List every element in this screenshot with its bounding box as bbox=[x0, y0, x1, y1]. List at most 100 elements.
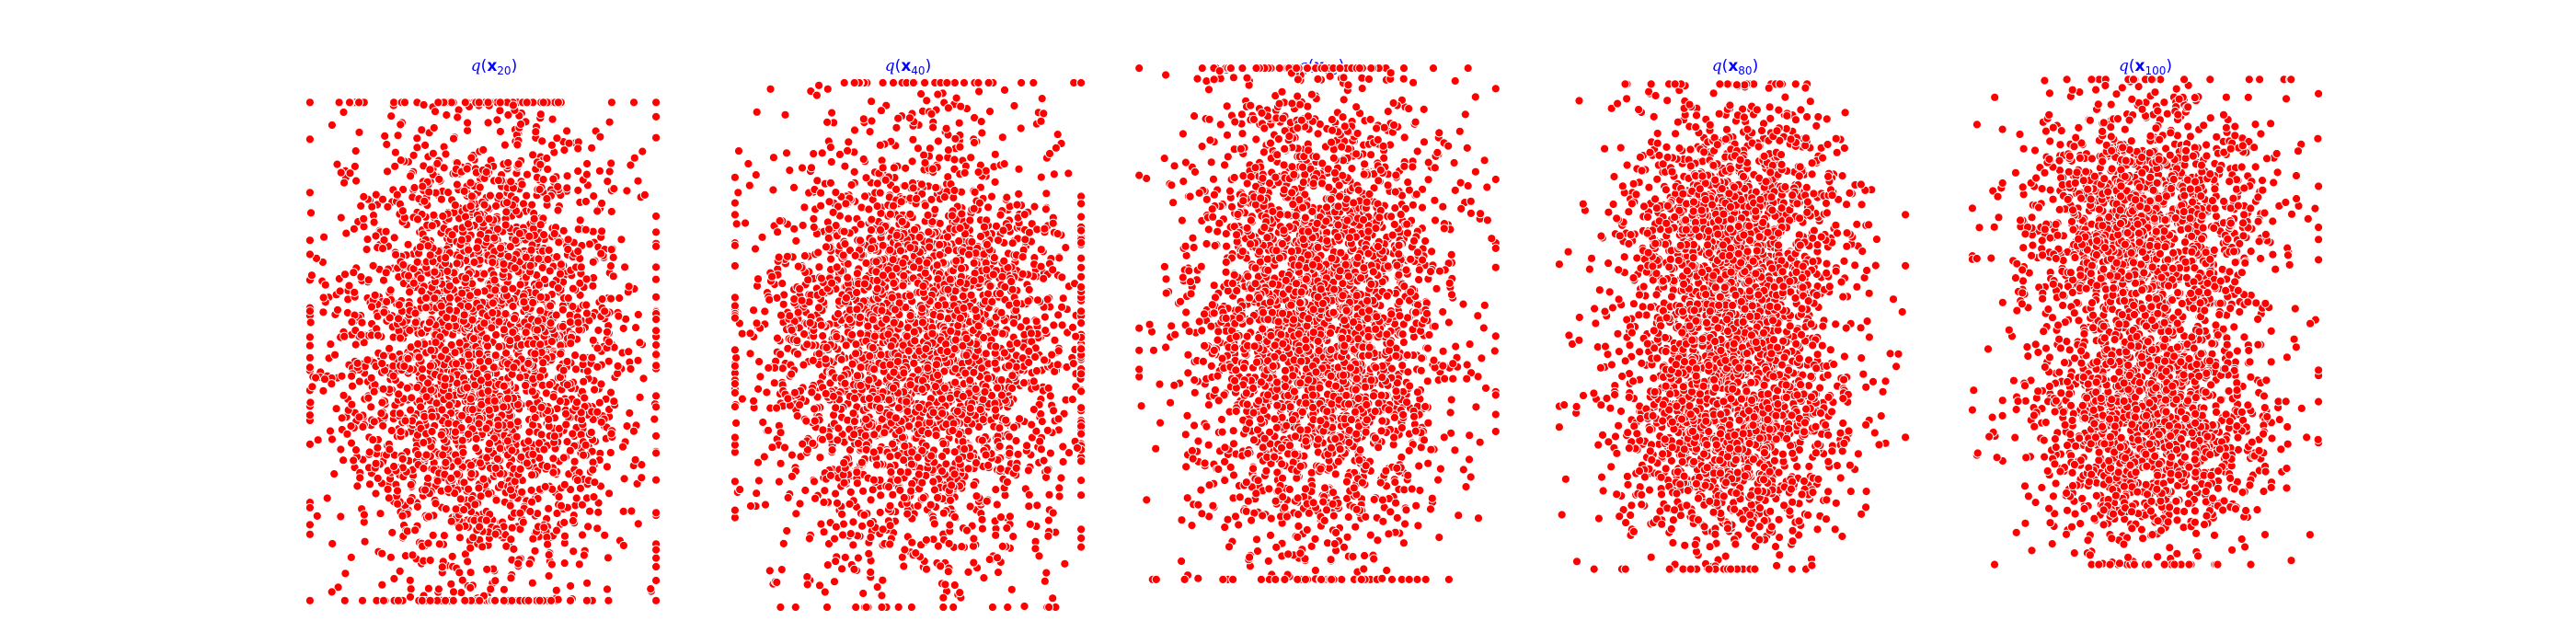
scatter-point bbox=[396, 120, 406, 130]
scatter-point bbox=[392, 486, 403, 496]
scatter-point bbox=[396, 427, 406, 437]
scatter-point bbox=[339, 270, 351, 280]
scatter-point bbox=[419, 99, 429, 110]
scatter-point bbox=[622, 186, 632, 196]
scatter-point bbox=[1032, 500, 1042, 511]
scatter-point bbox=[651, 561, 661, 572]
scatter-point bbox=[544, 550, 554, 560]
scatter-point bbox=[307, 382, 317, 392]
scatter-point bbox=[500, 284, 510, 294]
scatter-point bbox=[412, 383, 422, 393]
scatter-point bbox=[366, 402, 376, 412]
scatter-point bbox=[822, 602, 833, 613]
scatter-point bbox=[444, 281, 454, 291]
scatter-point bbox=[829, 577, 840, 587]
scatter-point bbox=[305, 188, 315, 198]
scatter-point bbox=[581, 274, 592, 284]
scatter-point bbox=[651, 211, 661, 222]
scatter-point bbox=[602, 462, 613, 472]
scatter-point bbox=[397, 511, 408, 521]
scatter-point bbox=[456, 235, 466, 245]
scatter-point bbox=[562, 380, 572, 390]
scatter-point bbox=[454, 338, 465, 348]
scatter-point bbox=[345, 168, 355, 178]
scatter-panel-1: q(x20) bbox=[305, 57, 661, 605]
scatter-point bbox=[542, 193, 552, 204]
scatter-point bbox=[930, 204, 940, 214]
scatter-point bbox=[933, 136, 944, 146]
scatter-point bbox=[837, 509, 847, 520]
scatter-point bbox=[651, 361, 661, 371]
scatter-point bbox=[817, 148, 827, 158]
scatter-point bbox=[1076, 271, 1087, 282]
scatter-point bbox=[570, 364, 581, 374]
scatter-point bbox=[507, 445, 517, 455]
scatter-point bbox=[877, 602, 887, 613]
scatter-point bbox=[492, 224, 503, 235]
scatter-point bbox=[454, 568, 465, 578]
scatter-point bbox=[340, 569, 351, 579]
scatter-point bbox=[313, 435, 323, 445]
scatter-point bbox=[606, 158, 616, 168]
scatter-point bbox=[359, 222, 369, 232]
scatter-point bbox=[579, 376, 589, 386]
scatter-point bbox=[414, 352, 424, 362]
scatter-point bbox=[861, 173, 871, 183]
scatter-point bbox=[329, 468, 339, 479]
scatter-point bbox=[454, 523, 465, 533]
scatter-point bbox=[350, 161, 360, 171]
scatter-point bbox=[424, 317, 434, 328]
scatter-point bbox=[613, 361, 623, 371]
scatter-point bbox=[651, 402, 661, 412]
scatter-point bbox=[512, 431, 522, 442]
scatter-point bbox=[627, 506, 637, 516]
scatter-point bbox=[849, 125, 860, 135]
scatter-point bbox=[597, 294, 607, 305]
scatter-point bbox=[406, 479, 416, 490]
scatter-point bbox=[305, 208, 316, 218]
scatter-point bbox=[651, 545, 661, 555]
scatter-point bbox=[385, 343, 395, 353]
panel-1-title: q(x20) bbox=[471, 57, 517, 77]
scatter-point bbox=[546, 337, 558, 347]
scatter-point bbox=[1050, 335, 1060, 345]
scatter-point bbox=[977, 514, 987, 524]
scatter-point bbox=[582, 578, 592, 588]
scatter-point bbox=[1056, 473, 1066, 483]
scatter-point bbox=[571, 493, 581, 503]
scatter-point bbox=[395, 408, 405, 419]
scatter-point bbox=[526, 245, 536, 255]
scatter-point bbox=[587, 352, 597, 362]
scatter-point bbox=[454, 533, 465, 543]
scatter-point bbox=[416, 402, 426, 412]
scatter-point bbox=[844, 213, 854, 224]
scatter-point bbox=[1005, 448, 1015, 458]
scatter-point bbox=[528, 449, 538, 459]
scatter-point bbox=[380, 131, 390, 141]
scatter-point bbox=[502, 198, 512, 208]
scatter-point bbox=[459, 310, 469, 320]
scatter-point bbox=[595, 132, 605, 142]
scatter-point bbox=[395, 566, 405, 577]
scatter-point bbox=[933, 89, 943, 99]
scatter-point bbox=[1058, 456, 1068, 467]
scatter-point bbox=[1003, 602, 1013, 613]
scatter-point bbox=[543, 254, 553, 265]
scatter-point bbox=[531, 127, 541, 137]
scatter-point bbox=[425, 555, 435, 566]
scatter-point bbox=[419, 438, 429, 448]
scatter-point bbox=[851, 602, 861, 613]
scatter-point bbox=[417, 286, 427, 296]
scatter-point bbox=[584, 506, 595, 516]
scatter-point bbox=[377, 244, 388, 254]
scatter-point bbox=[485, 190, 496, 201]
scatter-point bbox=[651, 553, 661, 563]
scatter-point bbox=[524, 231, 535, 241]
scatter-point bbox=[468, 334, 479, 344]
scatter-point bbox=[533, 316, 543, 326]
scatter-point bbox=[490, 463, 500, 473]
scatter-point bbox=[534, 254, 544, 264]
scatter-point bbox=[339, 455, 349, 466]
scatter-point bbox=[606, 245, 616, 255]
scatter-point bbox=[379, 235, 389, 245]
